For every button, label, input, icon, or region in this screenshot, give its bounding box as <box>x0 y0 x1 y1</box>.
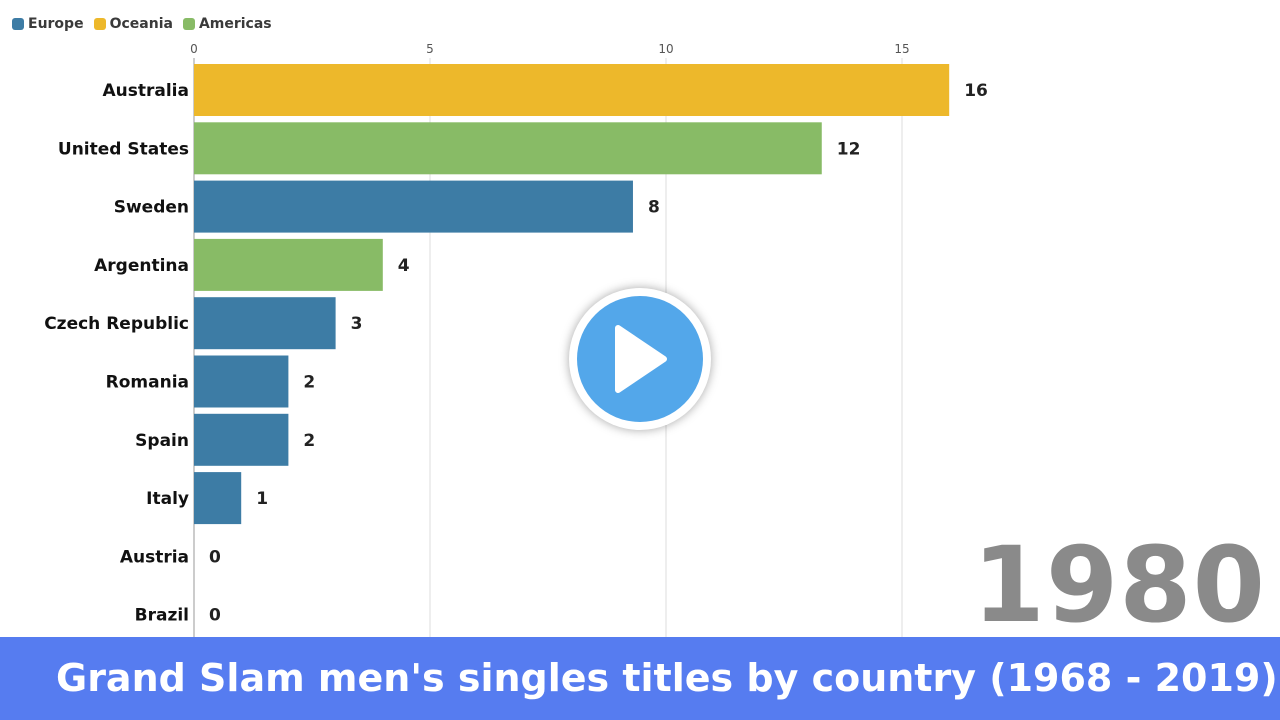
value-label: 3 <box>351 314 363 334</box>
value-label: 4 <box>398 256 410 276</box>
category-label: United States <box>58 139 189 159</box>
category-label: Czech Republic <box>44 314 189 334</box>
value-label: 1 <box>256 489 268 509</box>
legend-item-europe: Europe <box>12 16 84 32</box>
bar <box>194 355 289 408</box>
chart-title: Grand Slam men's singles titles by count… <box>56 656 1278 700</box>
value-label: 8 <box>648 198 660 218</box>
legend-label: Europe <box>28 16 84 32</box>
value-label: 2 <box>303 373 315 393</box>
bar <box>194 180 633 233</box>
category-label: Argentina <box>94 256 189 276</box>
legend-label: Oceania <box>109 16 173 32</box>
x-tick-label: 0 <box>190 42 198 56</box>
legend-item-oceania: Oceania <box>93 16 173 32</box>
title-banner: Grand Slam men's singles titles by count… <box>0 637 1280 720</box>
x-tick-label: 15 <box>894 42 909 56</box>
legend-swatch <box>93 18 106 30</box>
value-label: 0 <box>209 547 221 567</box>
legend: Europe Oceania Americas <box>12 14 272 34</box>
category-label: Austria <box>120 547 189 567</box>
value-label: 12 <box>837 139 861 159</box>
x-tick-label: 5 <box>426 42 434 56</box>
bar <box>194 472 242 525</box>
value-label: 2 <box>303 431 315 451</box>
play-button-circle[interactable] <box>577 296 703 422</box>
bar <box>194 413 289 466</box>
x-tick-label: 10 <box>658 42 673 56</box>
legend-item-americas: Americas <box>182 16 272 32</box>
legend-swatch <box>182 18 195 30</box>
play-button[interactable] <box>569 288 711 430</box>
category-label: Spain <box>135 431 189 451</box>
play-icon <box>615 325 667 393</box>
bar <box>194 64 950 116</box>
category-label: Australia <box>103 81 190 101</box>
category-label: Brazil <box>135 606 189 626</box>
legend-label: Americas <box>198 16 272 32</box>
category-label: Sweden <box>114 198 189 218</box>
category-label: Romania <box>106 373 189 393</box>
year-label: 1980 <box>972 524 1266 646</box>
bar <box>194 297 336 350</box>
legend-swatch <box>12 18 24 30</box>
bar <box>194 238 383 291</box>
value-label: 16 <box>964 81 988 101</box>
value-label: 0 <box>209 606 221 626</box>
bar <box>194 122 822 175</box>
category-label: Italy <box>146 489 189 509</box>
